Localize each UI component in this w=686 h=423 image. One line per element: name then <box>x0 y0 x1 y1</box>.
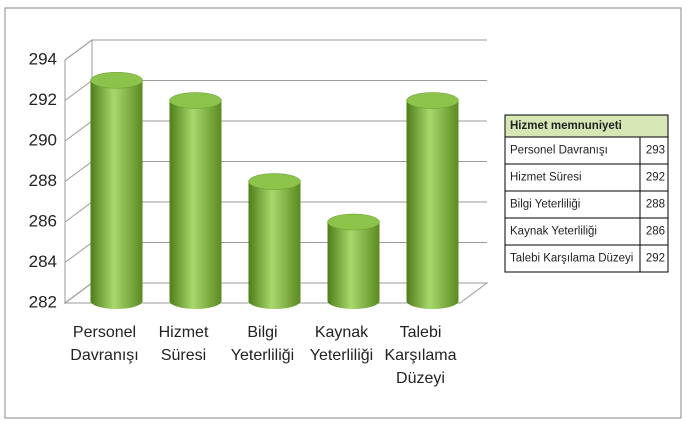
bar-top <box>169 92 222 109</box>
x-tick-line: Düzeyi <box>396 370 445 387</box>
bar-body <box>90 80 143 309</box>
y-tick-label: 284 <box>29 252 57 271</box>
x-tick-line: Personel <box>73 324 136 341</box>
bar-body <box>327 222 380 309</box>
y-tick-label: 294 <box>29 49 57 68</box>
x-tick-label: Kaynak Yeterliliği <box>310 324 373 364</box>
y-tick-label: 286 <box>29 211 57 230</box>
table-value: 288 <box>646 199 665 211</box>
table-row <box>504 190 669 219</box>
x-tick-line: Süresi <box>161 347 206 364</box>
bar-top <box>406 92 459 109</box>
y-tick-label: 288 <box>29 171 57 190</box>
y-tick-label: 292 <box>29 90 57 109</box>
x-tick-line: Davranışı <box>70 347 138 364</box>
bar <box>90 72 143 309</box>
bar <box>406 92 459 309</box>
bar <box>248 173 301 309</box>
legend-title: Hizmet memnuniyeti <box>510 120 622 132</box>
table-value: 293 <box>646 145 665 157</box>
table-label: Bilgi Yeterliliği <box>510 199 580 211</box>
bar-top <box>327 213 380 231</box>
x-tick-line: Yeterliliği <box>310 347 373 364</box>
bar <box>327 213 380 309</box>
table-row <box>504 163 669 192</box>
x-tick-line: Bilgi <box>247 324 277 341</box>
x-tick-label: Talebi Karşılama Düzeyi <box>384 324 456 387</box>
x-tick-line: Karşılama <box>384 347 456 364</box>
bar-top <box>248 173 301 190</box>
table-row <box>504 244 669 273</box>
x-tick-label: Personel Davranışı <box>70 324 138 364</box>
x-tick-line: Talebi <box>400 324 442 341</box>
y-tick-label: 282 <box>29 292 57 311</box>
bar-body <box>406 100 459 309</box>
bar-top <box>90 72 143 89</box>
table-row <box>504 217 669 246</box>
table-label: Personel Davranışı <box>510 145 608 157</box>
bar <box>169 92 222 309</box>
y-tick-label: 290 <box>29 130 57 149</box>
table-label: Hizmet Süresi <box>510 172 582 184</box>
table-label: Talebi Karşılama Düzeyi <box>510 253 633 265</box>
table-value: 286 <box>646 226 665 238</box>
bar-body <box>248 181 301 309</box>
x-tick-line: Kaynak <box>315 324 369 341</box>
table-value: 292 <box>646 253 665 265</box>
x-tick-line: Hizmet <box>159 324 209 341</box>
x-tick-label: Hizmet Süresi <box>159 324 209 364</box>
table-value: 292 <box>646 172 665 184</box>
bar-body <box>169 100 222 309</box>
x-tick-line: Yeterliliği <box>231 347 294 364</box>
grid-line <box>64 39 487 61</box>
table-label: Kaynak Yeterliliği <box>510 226 597 238</box>
x-tick-label: Bilgi Yeterliliği <box>231 324 294 364</box>
